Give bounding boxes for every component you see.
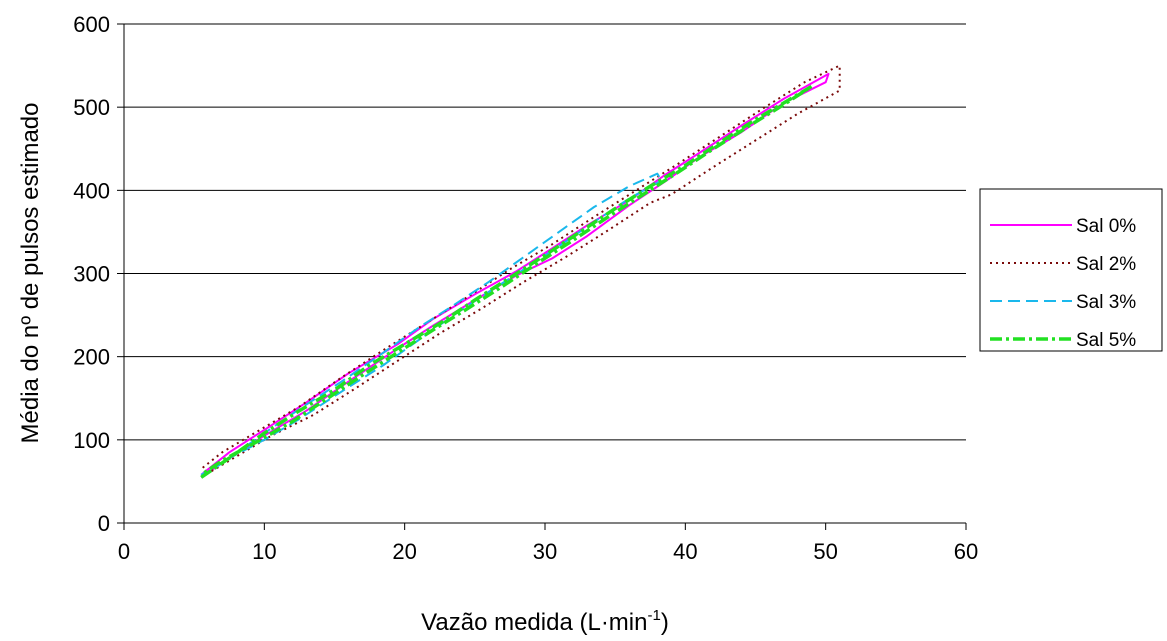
legend-label-1: Sal 0% <box>1076 216 1136 237</box>
x-tick-label: 50 <box>813 539 837 564</box>
y-tick-labels: 0 100 200 300 400 500 600 <box>73 12 110 536</box>
legend-box <box>979 188 1163 352</box>
x-tick-label: 10 <box>252 539 276 564</box>
y-tick-label: 0 <box>98 511 110 536</box>
x-axis-title-end: ) <box>661 609 669 636</box>
legend-label-3: Sal 3% <box>1076 292 1136 313</box>
x-tick-label: 30 <box>533 539 557 564</box>
y-tick-label: 300 <box>73 262 110 287</box>
legend: Sal 0% Sal 2% Sal 3% Sal 5% <box>979 188 1163 352</box>
x-axis-title: Vazão medida (L·min-1) <box>421 607 669 636</box>
x-tick-label: 60 <box>954 539 978 564</box>
legend-label-2: Sal 2% <box>1076 254 1136 275</box>
x-tick-labels: 0 10 20 30 40 50 60 <box>118 539 978 564</box>
gridlines <box>124 23 966 441</box>
y-tick-label: 400 <box>73 178 110 203</box>
y-tick-label: 100 <box>73 428 110 453</box>
axes <box>117 23 967 530</box>
series-lines <box>200 64 841 479</box>
series-line-2 <box>200 64 841 479</box>
y-axis-title: Média do nº de pulsos estimado <box>17 103 44 444</box>
x-axis-title-sup: -1 <box>647 607 660 624</box>
x-axis-title-main: Vazão medida (L·min <box>421 609 647 636</box>
y-tick-label: 200 <box>73 345 110 370</box>
x-tick-label: 20 <box>392 539 416 564</box>
x-tick-label: 40 <box>673 539 697 564</box>
y-tick-label: 500 <box>73 95 110 120</box>
y-tick-label: 600 <box>73 12 110 37</box>
legend-label-4: Sal 5% <box>1076 330 1136 351</box>
x-tick-label: 0 <box>118 539 130 564</box>
